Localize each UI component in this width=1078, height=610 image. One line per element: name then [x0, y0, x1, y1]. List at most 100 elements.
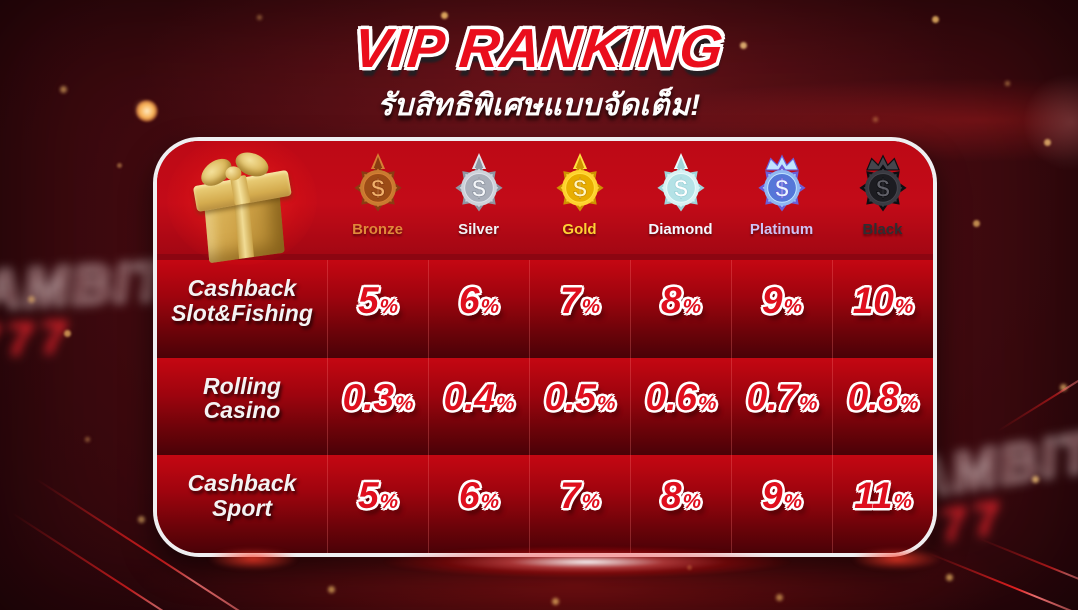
value-cell: 5% — [327, 260, 428, 358]
vip-grid: $ Bronze $ Silver — [157, 141, 933, 553]
dollar-glyph: $ — [876, 175, 890, 202]
value-number: 0.4 — [443, 377, 495, 419]
subtitle: รับสิทธิพิเศษแบบจัดเต็ม! — [377, 89, 701, 122]
value-number: 9 — [761, 279, 783, 321]
flame-icon — [572, 152, 587, 169]
value-cell: 0.8% — [832, 357, 933, 456]
laser-line — [927, 552, 1078, 610]
flame-icon — [471, 152, 486, 169]
value-cell: 9% — [731, 260, 832, 358]
percent-sign: % — [799, 392, 818, 416]
crown-icon — [764, 154, 799, 171]
cashback-value: 7% — [560, 475, 600, 517]
watermark-logo-left: GAMBIT 777 — [0, 250, 172, 370]
value-cell: 0.5% — [529, 357, 630, 456]
value-cell: 9% — [731, 455, 832, 553]
row-label-line-1: Cashback — [187, 275, 297, 301]
cashback-value: 6% — [459, 280, 499, 322]
value-number: 0.3 — [342, 377, 394, 419]
value-number: 6 — [458, 475, 480, 517]
percent-sign: % — [783, 294, 802, 318]
dollar-glyph: $ — [775, 175, 789, 202]
percent-sign: % — [894, 294, 914, 318]
value-number: 9 — [761, 475, 783, 517]
cashback-value: 5% — [358, 280, 398, 322]
value-number: 6 — [458, 279, 480, 321]
flame-icon — [370, 152, 385, 169]
tier-badge-icon: $ — [656, 152, 705, 212]
value-cell: 8% — [630, 455, 731, 553]
row-label-cell: Cashback Slot&Fishing — [157, 260, 327, 358]
cashback-value: 9% — [762, 475, 802, 517]
percent-sign: % — [682, 294, 701, 318]
percent-sign: % — [496, 392, 515, 416]
row-label-line-1: Rolling — [203, 372, 281, 399]
cashback-value: 0.7% — [747, 377, 818, 419]
percent-sign: % — [379, 294, 398, 318]
value-cell: 7% — [529, 260, 630, 358]
row-label-line-2: Casino — [203, 397, 281, 424]
percent-sign: % — [597, 392, 616, 416]
cashback-value: 6% — [459, 475, 499, 517]
value-cell: 8% — [630, 260, 731, 358]
percent-sign: % — [581, 294, 600, 318]
value-cell: 0.3% — [327, 357, 428, 456]
value-number: 10 — [852, 279, 894, 321]
value-cell: 6% — [428, 260, 529, 358]
vip-table-panel: $ Bronze $ Silver — [153, 137, 937, 557]
row-label-cell: Cashback Sport — [157, 455, 327, 553]
gift-cell — [157, 141, 327, 264]
value-number: 0.6 — [645, 377, 697, 419]
dollar-glyph: $ — [674, 175, 688, 202]
value-number: 5 — [357, 475, 379, 517]
gift-box-icon — [180, 148, 303, 264]
value-cell: 11% — [832, 455, 933, 553]
cashback-value: 0.3% — [343, 377, 414, 419]
cashback-value: 8% — [661, 475, 701, 517]
cashback-value: 10% — [853, 280, 914, 322]
cashback-value: 9% — [762, 280, 802, 322]
dollar-glyph: $ — [371, 175, 385, 202]
cashback-value: 11% — [854, 475, 912, 517]
tier-label: Black — [862, 221, 903, 238]
row-label-cell: Rolling Casino — [157, 357, 327, 456]
cashback-value: 8% — [661, 280, 701, 322]
tier-label: Platinum — [749, 221, 814, 238]
value-number: 8 — [660, 475, 682, 517]
percent-sign: % — [698, 392, 717, 416]
cashback-value: 0.6% — [646, 377, 717, 419]
cashback-value: 7% — [560, 280, 600, 322]
tier-column-header: $ Platinum — [731, 141, 832, 260]
percent-sign: % — [900, 392, 919, 416]
cashback-value: 0.4% — [444, 377, 515, 419]
value-cell: 5% — [327, 455, 428, 553]
percent-sign: % — [893, 490, 912, 514]
value-cell: 6% — [428, 455, 529, 553]
header: VIP RANKING รับสิทธิพิเศษแบบจัดเต็ม! — [0, 16, 1078, 129]
value-cell: 0.7% — [731, 357, 832, 456]
tier-column-header: $ Silver — [428, 141, 529, 260]
laser-line — [997, 350, 1078, 432]
tier-column-header: $ Bronze — [327, 141, 428, 260]
cashback-value: 5% — [358, 475, 398, 517]
value-number: 0.5 — [544, 377, 596, 419]
value-cell: 7% — [529, 455, 630, 553]
sparkle-particles — [0, 0, 3, 3]
row-label-line-1: Cashback — [187, 470, 297, 497]
tier-label: Diamond — [648, 221, 713, 238]
page-title: VIP RANKING — [350, 17, 728, 79]
value-cell: 0.4% — [428, 357, 529, 456]
value-number: 8 — [660, 279, 682, 321]
value-number: 5 — [357, 279, 379, 321]
tier-label: Silver — [458, 221, 499, 238]
value-number: 0.8 — [847, 377, 899, 419]
tier-column-header: $ Diamond — [630, 141, 731, 260]
tier-badge-icon: $ — [454, 152, 503, 212]
value-number: 0.7 — [746, 377, 798, 419]
row-label-line-2: Sport — [211, 495, 273, 522]
tier-label: Gold — [562, 221, 597, 238]
dollar-glyph: $ — [472, 175, 486, 202]
row-label-line-2: Slot&Fishing — [171, 299, 313, 326]
flame-icon — [673, 152, 688, 169]
